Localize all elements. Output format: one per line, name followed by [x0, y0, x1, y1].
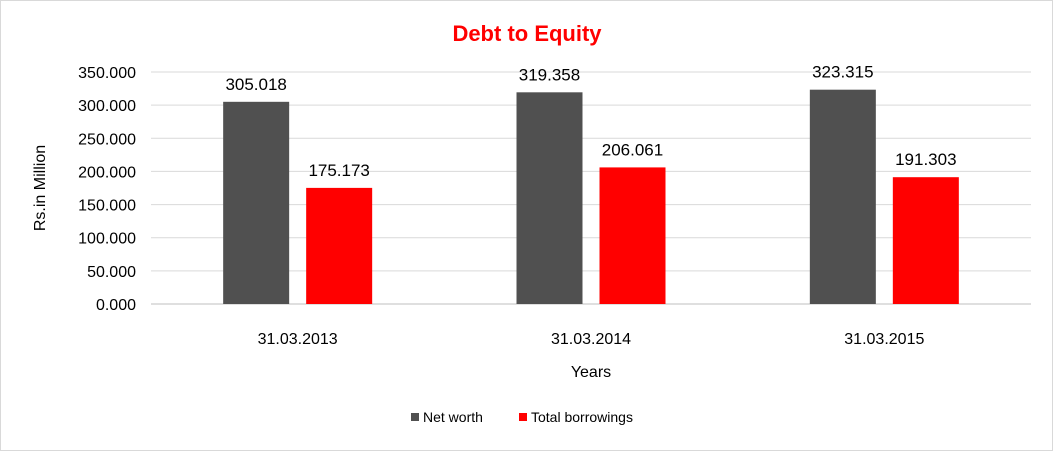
data-labels: 305.018 175.173 319.358 206.061 323.315 191.3…	[225, 63, 956, 180]
x-axis-ticks: 31.03.2013 31.03.2014 31.03.2015	[258, 331, 925, 348]
data-label: 323.315	[812, 63, 873, 82]
bar	[809, 89, 876, 304]
y-axis-ticks: 0.000 50.000 100.000 150.000 200.000 250.000 3…	[78, 65, 136, 314]
data-label: 175.173	[308, 161, 369, 180]
y-tick-label: 100.000	[78, 231, 136, 248]
x-axis-title: Years	[571, 364, 611, 381]
data-label: 319.358	[519, 65, 580, 84]
y-tick-label: 0.000	[96, 297, 136, 314]
legend: Net worth Total borrowings	[411, 409, 633, 425]
data-label: 305.018	[225, 75, 286, 94]
bar	[599, 167, 666, 304]
y-tick-label: 150.000	[78, 198, 136, 215]
bar	[892, 177, 959, 304]
chart-title: Debt to Equity	[452, 21, 602, 46]
y-tick-label: 350.000	[78, 65, 136, 82]
x-tick-label: 31.03.2013	[258, 331, 338, 348]
bar	[223, 101, 290, 304]
bar	[306, 187, 373, 304]
bar	[516, 92, 583, 304]
legend-label: Net worth	[423, 409, 483, 425]
legend-label: Total borrowings	[531, 409, 633, 425]
y-tick-label: 200.000	[78, 164, 136, 181]
legend-swatch	[519, 413, 527, 421]
y-tick-label: 250.000	[78, 131, 136, 148]
gridlines	[151, 71, 1031, 305]
legend-swatch	[411, 413, 419, 421]
y-tick-label: 300.000	[78, 98, 136, 115]
bars	[223, 89, 959, 304]
y-axis-title: Rs.in Million	[32, 145, 49, 231]
y-tick-label: 50.000	[87, 264, 136, 281]
x-tick-label: 31.03.2015	[844, 331, 924, 348]
x-tick-label: 31.03.2014	[551, 331, 631, 348]
data-label: 206.061	[602, 140, 663, 159]
data-label: 191.303	[895, 150, 956, 169]
